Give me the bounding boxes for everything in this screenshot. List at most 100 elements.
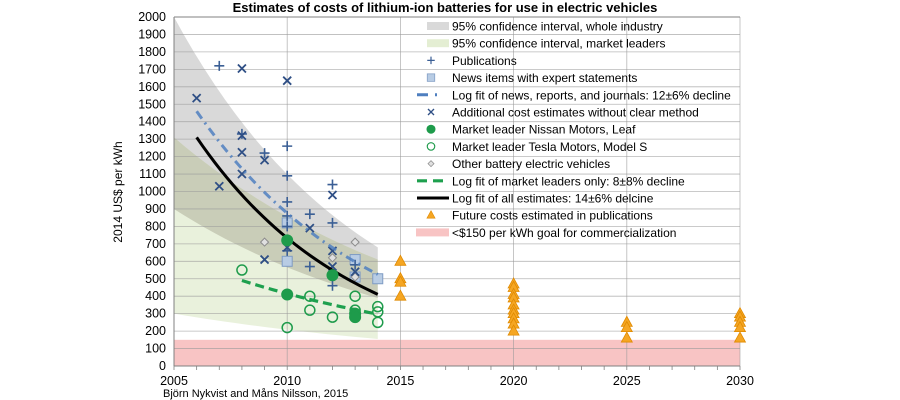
x-marker <box>237 169 247 179</box>
data-point-diamond <box>259 237 270 247</box>
open-circle-marker <box>304 304 316 316</box>
filled-circle-marker <box>349 311 362 324</box>
square-marker <box>281 255 293 267</box>
legend-label: <$150 per kWh goal for commercialization <box>452 226 676 240</box>
plus-marker <box>427 56 435 65</box>
triangle-marker <box>394 289 407 301</box>
legend-item: Log fit of news, reports, and journals: … <box>417 88 731 102</box>
data-point-filled-circle <box>349 311 362 324</box>
data-point-plus <box>327 179 338 190</box>
data-point-open-circle <box>236 264 248 276</box>
data-point-plus <box>282 141 293 152</box>
data-point-plus <box>282 221 293 232</box>
x-tick-label: 2030 <box>726 374 754 388</box>
legend-label: Market leader Nissan Motors, Leaf <box>452 123 636 137</box>
data-point-open-circle <box>304 304 316 316</box>
legend-swatch-green-band <box>427 39 449 48</box>
legend-label: Other battery electric vehicles <box>452 157 610 171</box>
y-tick-label: 1800 <box>138 45 166 59</box>
x-marker <box>192 93 202 103</box>
data-point-triangle <box>394 289 407 301</box>
x-tick-label: 2025 <box>613 374 641 388</box>
data-point-x <box>237 63 247 74</box>
legend-item: 95% confidence interval, market leaders <box>427 37 665 51</box>
data-point-plus <box>282 170 293 181</box>
y-tick-label: 2000 <box>138 10 166 24</box>
legend-marker-diamond <box>427 160 435 168</box>
open-circle-marker <box>326 311 339 323</box>
y-tick-label: 1400 <box>138 115 166 129</box>
data-point-square <box>372 273 384 285</box>
y-tick-label: 1900 <box>138 27 166 41</box>
diamond-marker <box>259 237 270 247</box>
legend-item: Market leader Tesla Motors, Model S <box>426 140 647 154</box>
plus-marker <box>327 217 338 228</box>
chart-title: Estimates of costs of lithium-ion batter… <box>233 0 658 15</box>
data-point-square <box>281 255 293 267</box>
y-tick-label: 200 <box>145 324 166 338</box>
data-point-triangle <box>620 331 633 343</box>
legend-item: Future costs estimated in publications <box>426 209 653 223</box>
diamond-marker <box>427 160 435 168</box>
open-circle-marker <box>281 321 293 334</box>
data-point-plus <box>327 280 338 291</box>
plus-marker <box>304 261 315 272</box>
data-point-diamond <box>350 237 360 247</box>
data-point-open-circle <box>372 300 384 313</box>
x-tick-label: 2010 <box>273 374 301 388</box>
x-marker <box>259 254 270 265</box>
data-point-x <box>350 267 360 277</box>
data-point-open-circle <box>349 290 361 302</box>
plus-marker <box>214 60 225 71</box>
y-tick-label: 500 <box>145 272 166 286</box>
x-tick-label: 2020 <box>500 374 528 388</box>
plus-marker <box>282 170 293 181</box>
data-point-open-circle <box>326 311 339 323</box>
legend-label: 95% confidence interval, market leaders <box>452 37 665 51</box>
legend-item: Log fit of all estimates: 14±6% delcine <box>417 192 654 206</box>
data-point-x <box>327 190 338 200</box>
diamond-marker <box>350 237 360 247</box>
x-marker <box>305 223 315 233</box>
x-marker <box>350 267 360 277</box>
diamond-marker <box>327 253 338 263</box>
plot-area: 0 100 200 300 400 500 600 700 800 900 1000 1100 1200… <box>138 10 754 388</box>
data-point-plus <box>259 148 270 159</box>
legend-marker-x <box>427 108 435 116</box>
data-point-plus <box>236 128 247 139</box>
data-point-plus <box>282 196 293 207</box>
data-point-x <box>237 147 247 157</box>
open-circle-marker <box>372 316 384 329</box>
data-point-triangle <box>507 324 520 336</box>
y-tick-label: 1600 <box>138 80 166 94</box>
x-marker <box>282 76 292 86</box>
data-point-triangle <box>394 275 407 287</box>
triangle-marker <box>394 275 407 287</box>
y-tick-label: 400 <box>145 289 166 303</box>
data-point-plus <box>304 209 315 220</box>
filled-circle-marker <box>281 234 294 247</box>
legend-label: News items with expert statements <box>452 71 637 85</box>
triangle-marker <box>426 210 436 219</box>
plus-marker <box>282 221 293 232</box>
x-marker <box>214 181 224 191</box>
plus-marker <box>236 128 247 139</box>
plus-marker <box>259 148 270 159</box>
y-tick-label: 0 <box>159 359 166 373</box>
plus-marker <box>282 196 293 207</box>
triangle-marker <box>620 331 633 343</box>
legend: 95% confidence interval, whole industry 9… <box>416 20 731 240</box>
y-tick-label: 100 <box>145 342 166 356</box>
legend-marker-triangle <box>426 210 436 219</box>
data-point-x <box>237 169 247 179</box>
legend-marker-filled-circle <box>426 124 436 134</box>
x-tick-label: 2005 <box>160 374 188 388</box>
data-point-filled-circle <box>281 288 294 301</box>
open-circle-marker <box>236 264 248 276</box>
plus-marker <box>304 209 315 220</box>
data-point-x <box>237 131 247 141</box>
data-point-diamond <box>327 253 338 263</box>
y-tick-label: 900 <box>145 202 166 216</box>
legend-label: Log fit of all estimates: 14±6% delcine <box>452 192 654 206</box>
legend-label: Log fit of news, reports, and journals: … <box>452 88 731 102</box>
